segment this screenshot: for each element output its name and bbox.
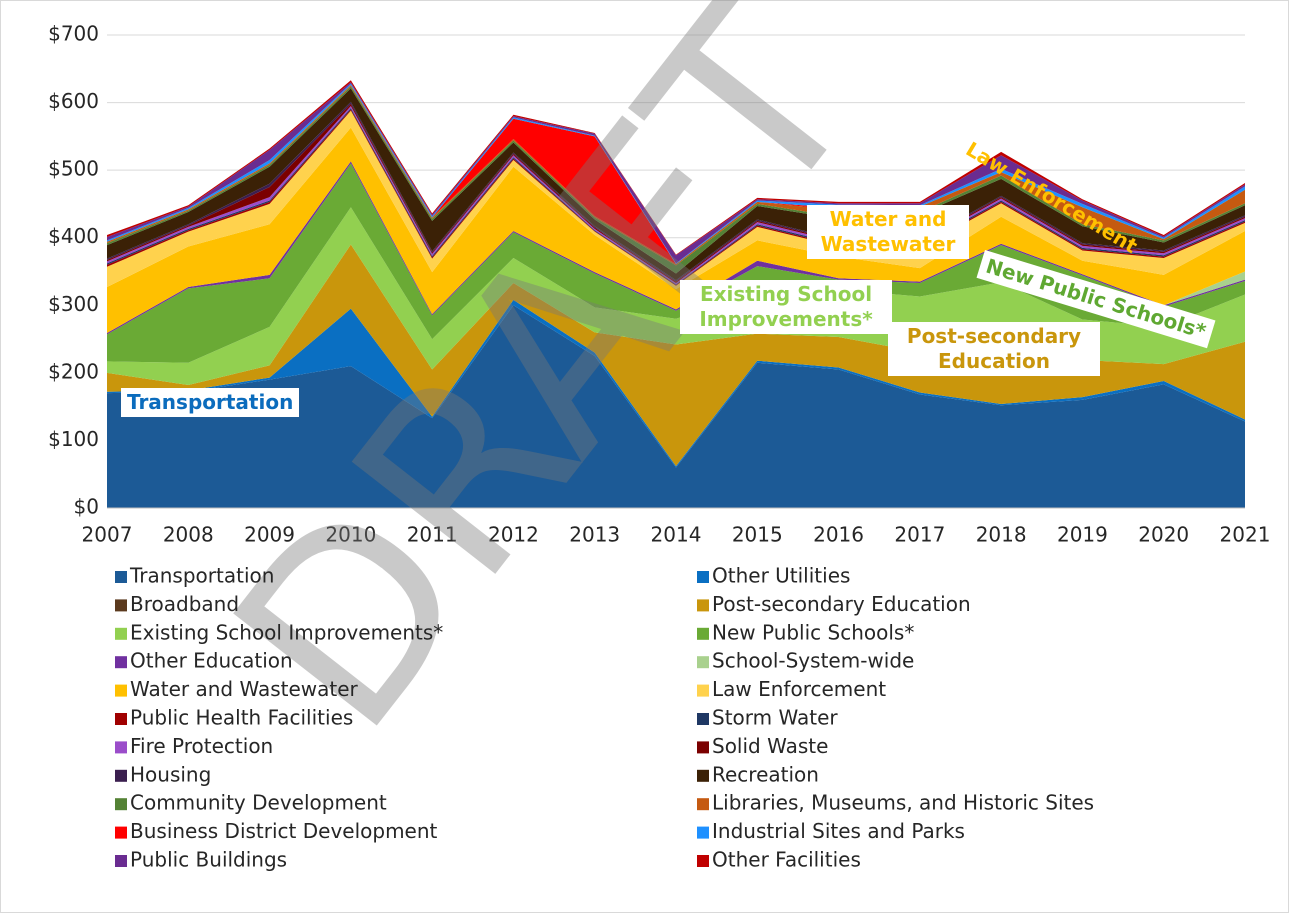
legend-label: Other Utilities [712, 564, 850, 588]
y-tick-label: $0 [74, 495, 99, 519]
annotation: Existing School Improvements* [680, 280, 892, 334]
legend-label: Water and Wastewater [130, 677, 359, 701]
legend-label: Libraries, Museums, and Historic Sites [712, 791, 1094, 815]
legend-marker [697, 684, 709, 697]
legend-label: Business District Development [130, 819, 438, 843]
legend-marker [697, 826, 709, 839]
legend-marker [115, 684, 127, 697]
legend-marker [697, 769, 709, 782]
legend-label: New Public Schools* [712, 620, 914, 644]
legend-marker [115, 627, 127, 640]
x-tick-label: 2013 [569, 523, 620, 547]
x-tick-label: 2021 [1220, 523, 1271, 547]
x-tick-label: 2019 [1057, 523, 1108, 547]
legend-label: Broadband [130, 592, 239, 616]
legend-marker [115, 741, 127, 754]
x-tick-label: 2010 [325, 523, 376, 547]
annotation: Post-secondary Education [888, 322, 1100, 376]
x-tick-label: 2008 [163, 523, 214, 547]
x-tick-label: 2011 [407, 523, 458, 547]
x-tick-label: 2014 [651, 523, 702, 547]
legend-marker [115, 855, 127, 867]
legend-label: Other Education [130, 649, 293, 673]
legend-marker [115, 826, 127, 839]
y-tick-label: $500 [48, 157, 99, 181]
legend-label: Public Buildings [130, 848, 287, 872]
legend-marker [697, 798, 709, 811]
legend-marker [697, 571, 709, 583]
annotation: Transportation [121, 388, 300, 417]
area [107, 244, 1245, 467]
x-tick-label: 2016 [813, 523, 864, 547]
legend-marker [115, 656, 127, 669]
legend-label: Recreation [712, 762, 819, 786]
area [107, 305, 1245, 508]
legend-marker [697, 713, 709, 725]
legend-label: Post-secondary Education [712, 592, 971, 616]
legend-marker [115, 713, 127, 725]
legend-marker [115, 599, 127, 612]
legend-label: Community Development [130, 791, 387, 815]
legend-label: Solid Waste [712, 734, 828, 758]
legend-label: Storm Water [712, 706, 838, 730]
legend-label: Industrial Sites and Parks [712, 819, 965, 843]
legend-label: Public Health Facilities [130, 706, 353, 730]
legend-label: Law Enforcement [712, 677, 886, 701]
legend-marker [697, 741, 709, 754]
legend-label: Fire Protection [130, 734, 273, 758]
x-tick-label: 2015 [732, 523, 783, 547]
x-tick-label: 2017 [894, 523, 945, 547]
legend-marker [115, 798, 127, 811]
y-tick-label: $400 [48, 224, 99, 248]
annotation: Water and Wastewater [807, 205, 969, 259]
legend-marker [697, 599, 709, 612]
area [107, 82, 1245, 264]
area [107, 127, 1245, 333]
x-tick-label: 2020 [1138, 523, 1189, 547]
x-tick-label: 2012 [488, 523, 539, 547]
legend-label: Transportation [129, 564, 274, 588]
x-tick-label: 2009 [244, 523, 295, 547]
y-tick-label: $700 [48, 22, 99, 46]
legend-label: School-System-wide [712, 649, 914, 673]
legend-label: Other Facilities [712, 848, 861, 872]
legend-marker [115, 769, 127, 782]
legend-marker [697, 656, 709, 669]
legend-label: Existing School Improvements* [130, 620, 443, 644]
legend-marker [697, 855, 709, 867]
y-tick-label: $100 [48, 427, 99, 451]
x-tick-label: 2007 [82, 523, 133, 547]
legend-marker [697, 627, 709, 640]
y-tick-label: $300 [48, 292, 99, 316]
y-tick-label: $200 [48, 359, 99, 383]
legend-marker [115, 571, 127, 583]
legend-label: Housing [130, 762, 211, 786]
x-tick-label: 2018 [976, 523, 1027, 547]
y-tick-label: $600 [48, 89, 99, 113]
